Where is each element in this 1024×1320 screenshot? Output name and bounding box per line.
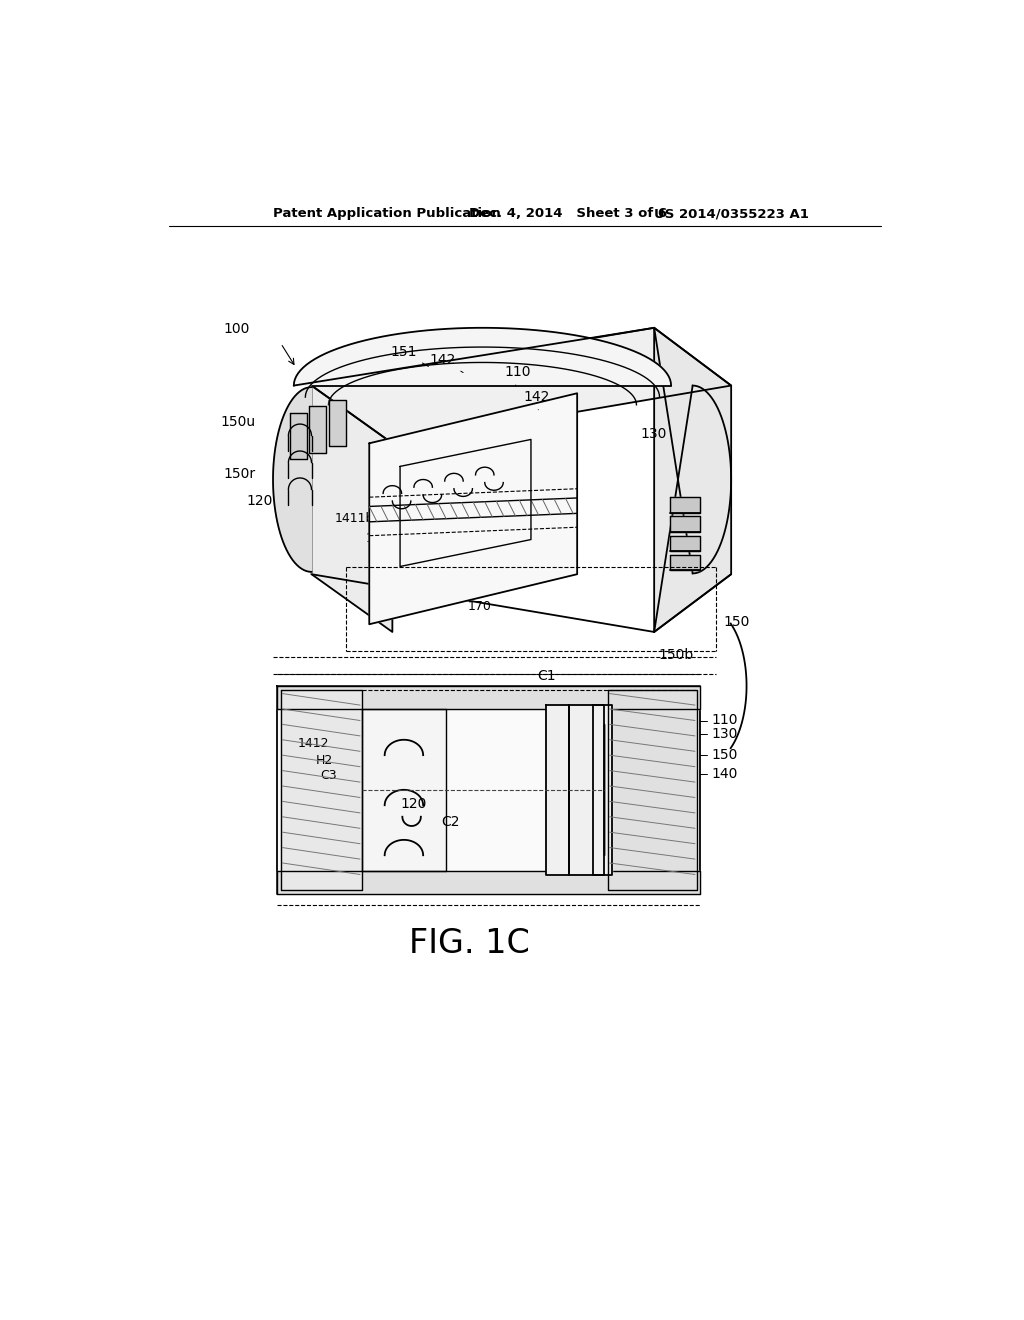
Text: 120: 120 bbox=[247, 494, 273, 508]
Polygon shape bbox=[330, 400, 346, 446]
Text: 110: 110 bbox=[504, 366, 530, 387]
Text: FIG. 1C: FIG. 1C bbox=[409, 928, 529, 961]
Text: 1411: 1411 bbox=[419, 566, 451, 579]
Polygon shape bbox=[276, 686, 700, 894]
Text: C1: C1 bbox=[537, 669, 556, 682]
Text: 130: 130 bbox=[640, 428, 667, 441]
Text: 150a: 150a bbox=[366, 532, 397, 545]
Text: 150r: 150r bbox=[223, 467, 255, 480]
Polygon shape bbox=[370, 393, 578, 624]
Text: C3: C3 bbox=[321, 770, 337, 783]
Polygon shape bbox=[361, 709, 446, 871]
Text: 100: 100 bbox=[223, 322, 250, 337]
Text: Patent Application Publication: Patent Application Publication bbox=[273, 207, 501, 220]
Text: 120: 120 bbox=[400, 797, 427, 810]
Text: 151: 151 bbox=[391, 346, 428, 367]
Text: 1412: 1412 bbox=[298, 737, 330, 750]
Text: 1412: 1412 bbox=[408, 548, 439, 561]
Text: H2: H2 bbox=[315, 754, 333, 767]
Text: 141: 141 bbox=[369, 595, 392, 609]
Text: 1412: 1412 bbox=[435, 582, 466, 594]
Polygon shape bbox=[670, 536, 700, 552]
Text: 130: 130 bbox=[712, 727, 738, 742]
Polygon shape bbox=[309, 407, 326, 453]
Polygon shape bbox=[670, 554, 700, 570]
Text: 170: 170 bbox=[468, 601, 492, 612]
Text: 142: 142 bbox=[523, 391, 550, 409]
Polygon shape bbox=[290, 412, 307, 459]
Polygon shape bbox=[276, 871, 700, 894]
Polygon shape bbox=[670, 498, 700, 512]
Polygon shape bbox=[276, 686, 700, 709]
Polygon shape bbox=[281, 689, 361, 890]
Polygon shape bbox=[569, 705, 604, 875]
Polygon shape bbox=[547, 705, 569, 875]
Polygon shape bbox=[593, 705, 611, 875]
Polygon shape bbox=[273, 385, 311, 574]
Text: 110: 110 bbox=[712, 714, 738, 727]
Polygon shape bbox=[311, 385, 392, 632]
Text: 150: 150 bbox=[724, 615, 750, 628]
Text: 142: 142 bbox=[429, 354, 463, 372]
Text: 150b: 150b bbox=[658, 648, 693, 663]
Text: 140: 140 bbox=[712, 767, 738, 781]
Text: 1411b: 1411b bbox=[335, 512, 374, 525]
Text: Dec. 4, 2014   Sheet 3 of 6: Dec. 4, 2014 Sheet 3 of 6 bbox=[469, 207, 668, 220]
Text: 160: 160 bbox=[444, 587, 468, 601]
Polygon shape bbox=[654, 327, 731, 632]
Text: 150u: 150u bbox=[220, 414, 255, 429]
Polygon shape bbox=[608, 689, 696, 890]
Polygon shape bbox=[311, 327, 731, 444]
Text: 150: 150 bbox=[712, 748, 738, 762]
Polygon shape bbox=[670, 516, 700, 532]
Polygon shape bbox=[294, 327, 671, 385]
Text: C2: C2 bbox=[441, 816, 460, 829]
Text: US 2014/0355223 A1: US 2014/0355223 A1 bbox=[654, 207, 809, 220]
